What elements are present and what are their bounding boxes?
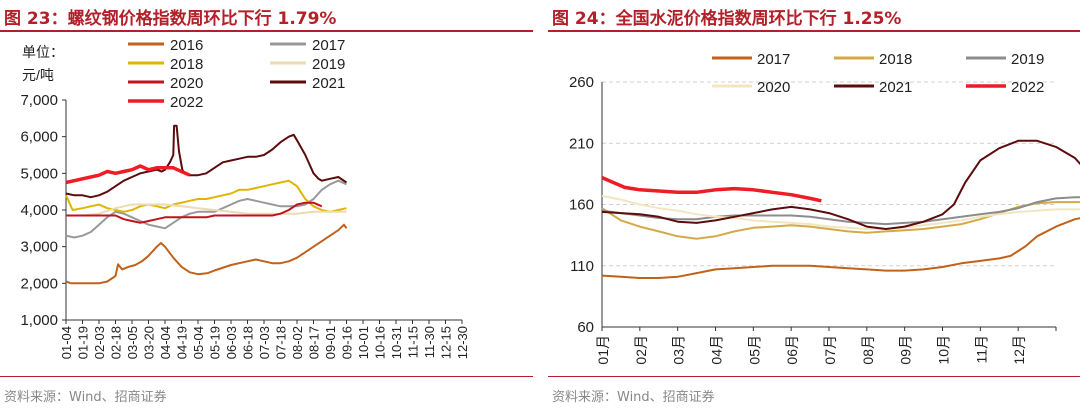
x-tick-label: 12月 [1011, 335, 1027, 365]
legend-label-2017: 2017 [312, 37, 345, 54]
right-chart-source: 资料来源：Wind、招商证券 [552, 390, 715, 405]
x-tick-label: 11-30 [422, 326, 437, 358]
x-tick-label: 01-19 [76, 326, 91, 359]
x-tick-label: 02-18 [109, 326, 124, 359]
series-line-2017 [65, 179, 347, 239]
x-tick-label: 12-15 [439, 326, 454, 359]
series-line-2018 [65, 179, 347, 213]
right-source-rule [548, 376, 1080, 377]
x-tick-label: 02月 [633, 335, 649, 365]
x-tick-label: 01月 [595, 335, 611, 365]
legend-label-2021: 2021 [312, 75, 345, 92]
legend-label-2016: 2016 [170, 37, 203, 54]
series-line-2019 [66, 203, 347, 217]
x-tick-label: 04月 [709, 335, 725, 365]
y-tick-label: 3,000 [20, 239, 58, 256]
left-chart-panel: 图 23：螺纹钢价格指数周环比下行 1.79% 1,000 2,000 3,000 4… [0, 0, 533, 411]
legend-label-2020: 2020 [170, 75, 203, 92]
x-tick-label: 10-01 [356, 326, 371, 359]
series-line-2020 [66, 201, 323, 224]
x-tick-label: 02-03 [92, 326, 107, 359]
x-tick-label: 08月 [860, 335, 876, 365]
series-line-2016 [65, 223, 348, 285]
legend-label-2019: 2019 [1011, 51, 1044, 68]
x-tick-label: 04-19 [175, 326, 190, 359]
y-tick-label: 60 [577, 319, 594, 336]
y-tick-label: 4,000 [20, 202, 58, 219]
x-tick-label: 09-16 [340, 326, 355, 359]
series-line-2021 [65, 124, 348, 199]
legend-label-2022: 2022 [170, 94, 203, 111]
series-line-2017 [601, 217, 1080, 279]
x-tick-label: 06月 [784, 335, 800, 365]
x-tick-label: 03-05 [125, 326, 140, 359]
series-line-2022 [601, 175, 822, 203]
x-tick-label: 10月 [936, 335, 952, 365]
legend-label-2017: 2017 [757, 51, 790, 68]
right-chart-title: 图 24：全国水泥价格指数周环比下行 1.25% [552, 9, 902, 29]
x-tick-label: 03-20 [142, 326, 157, 359]
rebar-price-chart: 1,000 2,000 3,000 4,000 5,000 6,000 7,000 单位： 元/… [20, 37, 470, 359]
y-tick-label: 260 [569, 74, 594, 91]
left-source-rule [0, 376, 533, 377]
y-unit-label: 单位： [22, 44, 64, 60]
y-unit-label: 元/吨 [22, 67, 54, 83]
legend-label-2020: 2020 [757, 79, 790, 96]
x-tick-label: 06-03 [224, 326, 239, 359]
x-tick-label: 11月 [973, 335, 989, 364]
left-title-rule [0, 30, 533, 32]
x-tick-label: 09月 [898, 335, 914, 365]
legend-label-2022: 2022 [1011, 79, 1044, 96]
y-tick-label: 6,000 [20, 129, 58, 146]
right-title-rule [548, 30, 1080, 32]
right-chart-panel: 图 24：全国水泥价格指数周环比下行 1.25% 60 110 160 210 260 0… [548, 0, 1080, 411]
y-tick-label: 2,000 [20, 275, 58, 292]
y-tick-label: 210 [569, 135, 594, 152]
series-line-2021 [601, 139, 1080, 230]
x-tick-label: 04-04 [158, 326, 173, 359]
legend-label-2018: 2018 [170, 56, 203, 73]
legend-label-2021: 2021 [879, 79, 912, 96]
x-tick-label: 09-01 [323, 326, 338, 359]
x-tick-label: 08-02 [290, 326, 305, 359]
x-tick-label: 05-04 [191, 326, 206, 359]
cement-price-chart: 60 110 160 210 260 01月 02月 03月 04月 05月 06月 07月 08月 09… [569, 51, 1080, 365]
y-tick-label: 110 [570, 258, 594, 275]
y-tick-label: 1,000 [20, 312, 58, 329]
x-tick-label: 07月 [822, 335, 838, 365]
x-tick-label: 08-17 [307, 326, 322, 359]
x-tick-label: 10-16 [373, 326, 388, 359]
left-chart-source: 资料来源：Wind、招商证券 [4, 390, 167, 405]
x-tick-label: 07-03 [257, 326, 272, 359]
y-tick-label: 7,000 [20, 92, 58, 109]
x-tick-label: 05月 [746, 335, 762, 365]
series-line-2022 [65, 164, 191, 185]
y-tick-label: 5,000 [20, 165, 58, 182]
left-chart-title: 图 23：螺纹钢价格指数周环比下行 1.79% [4, 9, 337, 29]
series-line-2020 [601, 194, 1080, 230]
legend-label-2018: 2018 [879, 51, 912, 68]
series-line-2019 [601, 196, 1080, 226]
x-tick-label: 01-04 [59, 326, 74, 359]
y-tick-label: 160 [569, 197, 594, 214]
x-tick-label: 10-31 [389, 326, 404, 359]
legend-label-2019: 2019 [312, 56, 345, 73]
x-tick-label: 11-15 [406, 326, 421, 358]
x-tick-label: 12-30 [455, 326, 470, 359]
x-tick-label: 03月 [671, 335, 687, 365]
x-tick-label: 06-18 [241, 326, 256, 359]
x-tick-label: 07-18 [274, 326, 289, 359]
x-tick-label: 05-19 [208, 326, 223, 359]
